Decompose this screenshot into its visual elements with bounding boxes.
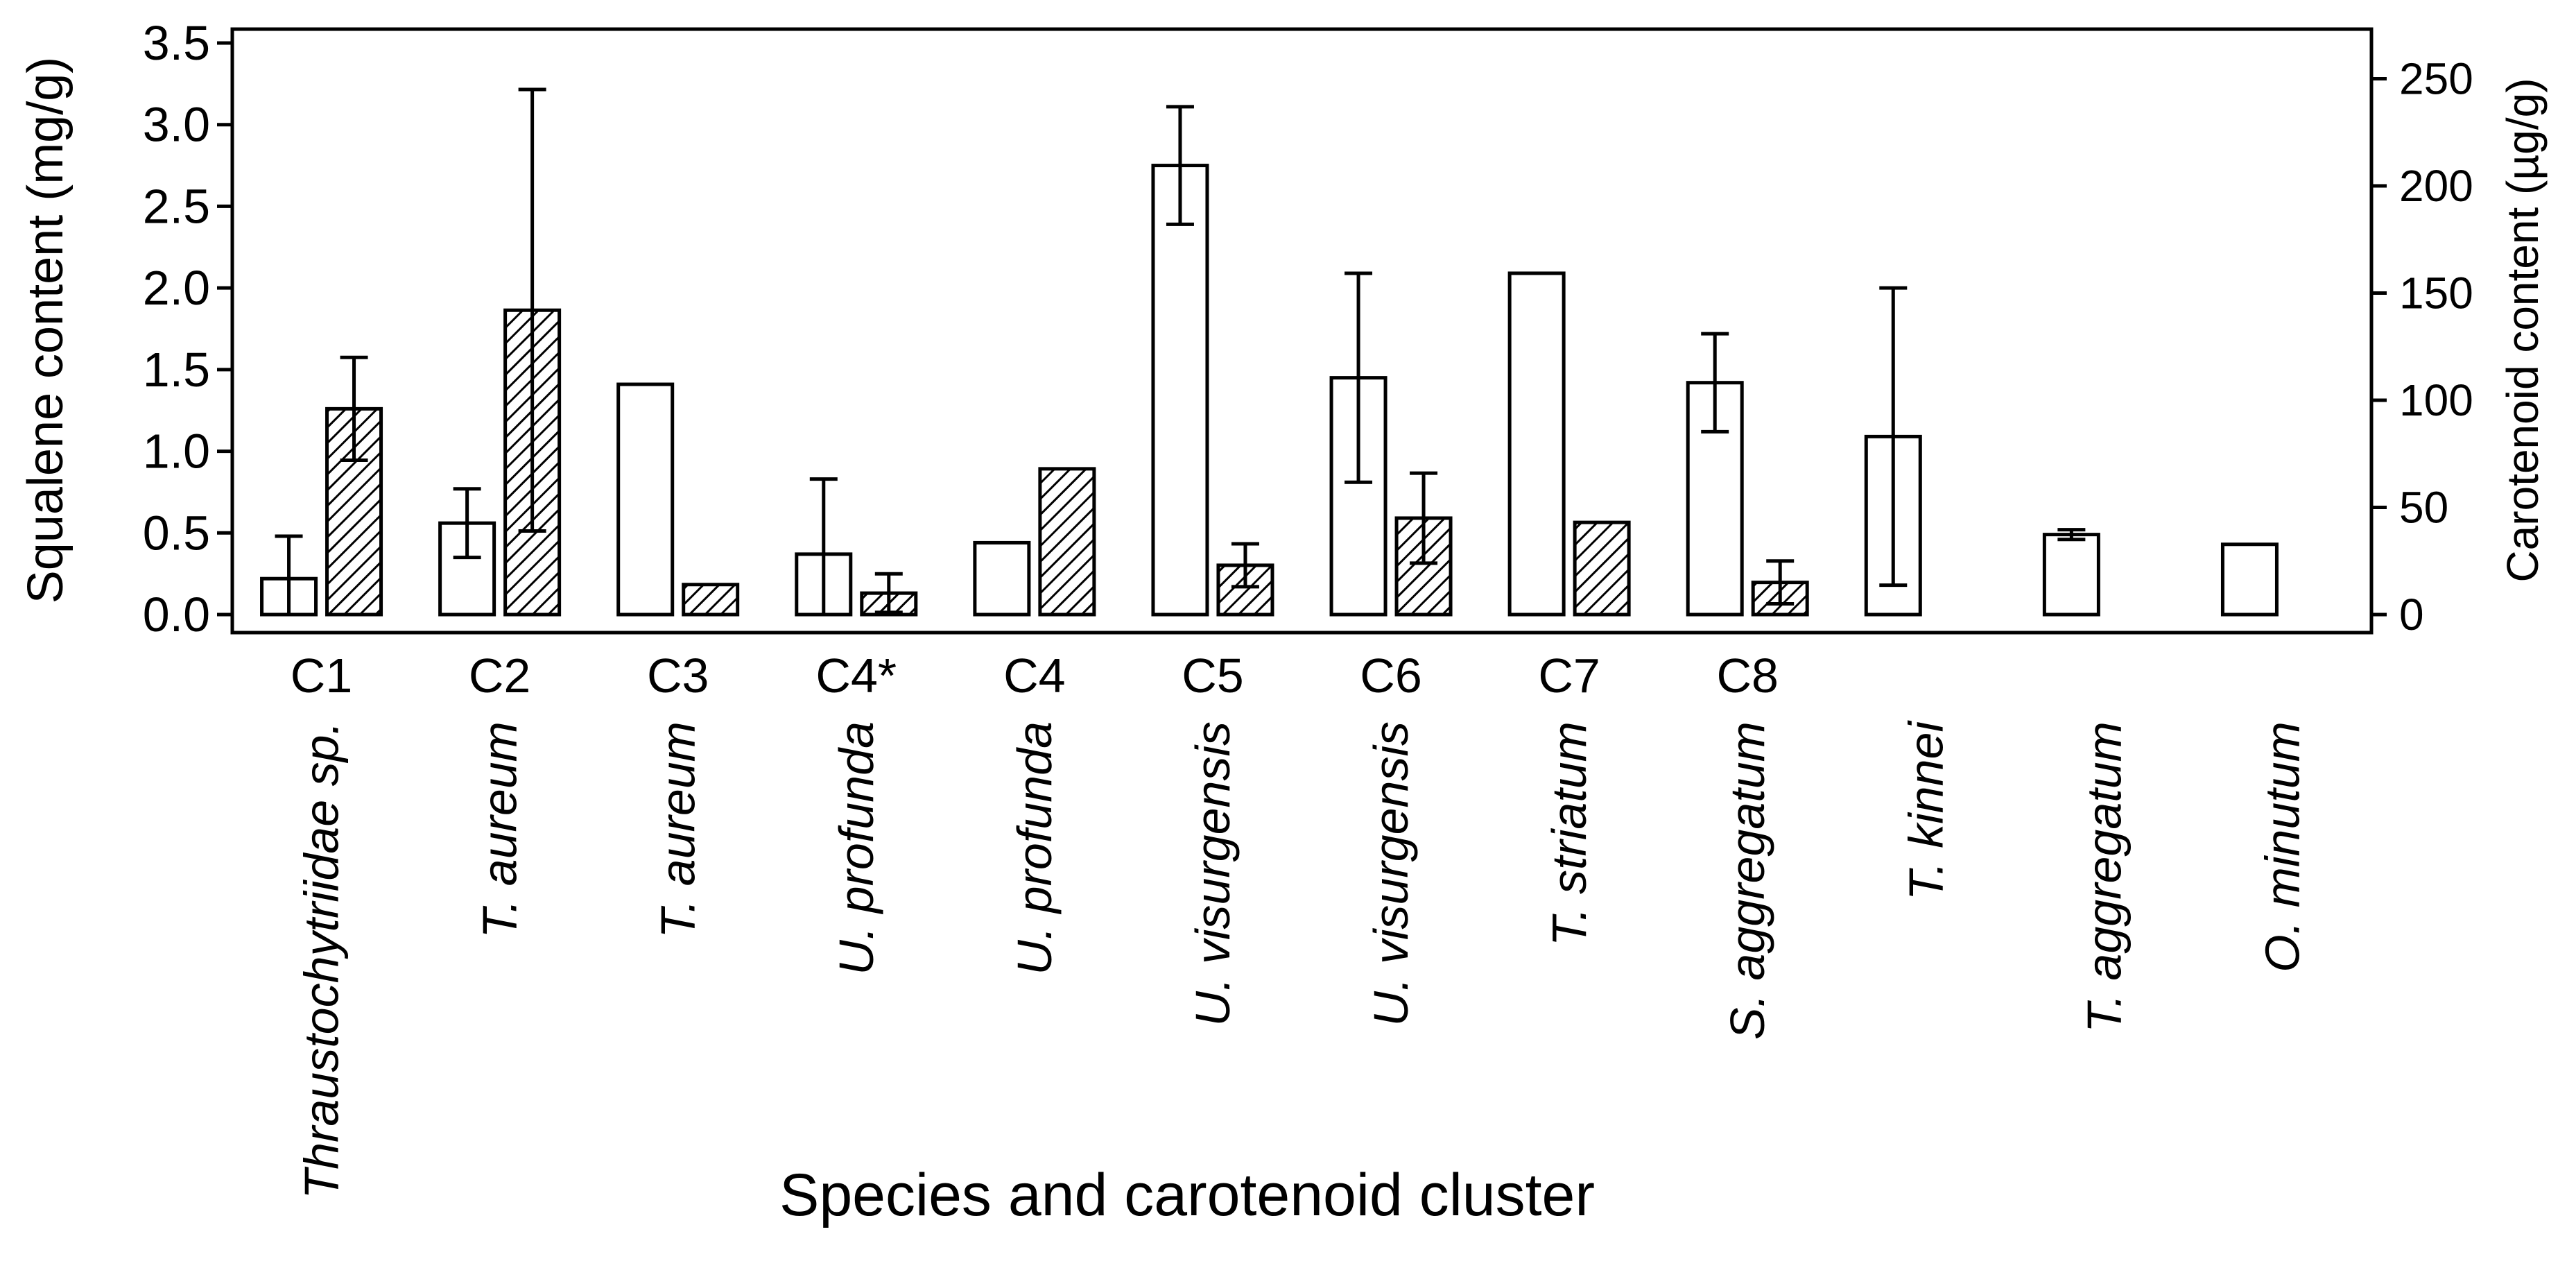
squalene-bar xyxy=(973,540,1031,617)
species-label: U. profunda xyxy=(829,721,883,975)
species-label: U. visurgensis xyxy=(1186,721,1240,1027)
y-tick-label: 3.0 xyxy=(143,98,210,152)
bars xyxy=(260,87,2279,617)
cluster-label: C5 xyxy=(1182,649,1243,703)
y-tick-label: 2.5 xyxy=(143,179,210,233)
y-tick-label: 3.5 xyxy=(143,16,210,70)
squalene-bar xyxy=(438,521,496,617)
cluster-label: C7 xyxy=(1538,649,1600,703)
cluster-label: C1 xyxy=(291,649,352,703)
y2-tick-label: 100 xyxy=(2399,375,2473,425)
y2-tick-label: 50 xyxy=(2399,483,2448,533)
y-tick-label: 0.5 xyxy=(143,506,210,560)
plot-frame xyxy=(230,27,2374,635)
y2-tick-label: 0 xyxy=(2399,590,2424,640)
species-label: T. striatum xyxy=(1542,721,1596,946)
left-axis-ticks: 0.0 0.5 1.0 1.5 2.0 2.5 3.0 3.5 xyxy=(143,16,232,642)
y-axis-label: Squalene content (mg/g) xyxy=(18,57,74,603)
cluster-label: C8 xyxy=(1716,649,1778,703)
squalene-bar xyxy=(616,382,675,617)
species-label: T. aggregatum xyxy=(2077,721,2131,1033)
y2-axis-label: Carotenoid content (µg/g) xyxy=(2498,78,2548,582)
carotenoid-bar xyxy=(1573,520,1631,617)
y-tick-label: 2.0 xyxy=(143,261,210,315)
species-label: T. aureum xyxy=(651,721,705,939)
cluster-label: C2 xyxy=(469,649,530,703)
species-label: Thraustochytriidae sp. xyxy=(295,721,349,1199)
species-label: S. aggregatum xyxy=(1720,721,1774,1040)
x-axis-label: Species and carotenoid cluster xyxy=(779,1162,1595,1228)
y2-tick-label: 250 xyxy=(2399,54,2473,104)
cluster-label: C3 xyxy=(647,649,709,703)
cluster-label: C6 xyxy=(1360,649,1421,703)
y2-tick-label: 200 xyxy=(2399,161,2473,211)
x-axis-labels: C1 Thraustochytriidae sp. C2 T. aureum C3 T. … xyxy=(291,649,2310,1199)
carotenoid-bar xyxy=(1038,467,1096,617)
right-axis-ticks: 0 50 100 150 200 250 xyxy=(2371,54,2473,640)
species-label: U. visurgensis xyxy=(1364,721,1418,1027)
squalene-bar xyxy=(1151,164,1209,617)
squalene-bar xyxy=(2220,542,2279,617)
cluster-label: C4* xyxy=(815,649,897,703)
squalene-bar xyxy=(2042,533,2100,617)
species-label: U. profunda xyxy=(1008,721,1062,975)
y-tick-label: 1.0 xyxy=(143,425,210,479)
species-label: T. aureum xyxy=(473,721,527,939)
squalene-bar xyxy=(1507,271,1566,617)
y-tick-label: 1.5 xyxy=(143,343,210,397)
cluster-label: C4 xyxy=(1003,649,1065,703)
y-tick-label: 0.0 xyxy=(143,588,210,642)
carotenoid-bar xyxy=(682,583,740,617)
species-label: T. kinnei xyxy=(1899,720,1953,901)
y2-tick-label: 150 xyxy=(2399,268,2473,318)
species-label: O. minutum xyxy=(2255,721,2309,972)
